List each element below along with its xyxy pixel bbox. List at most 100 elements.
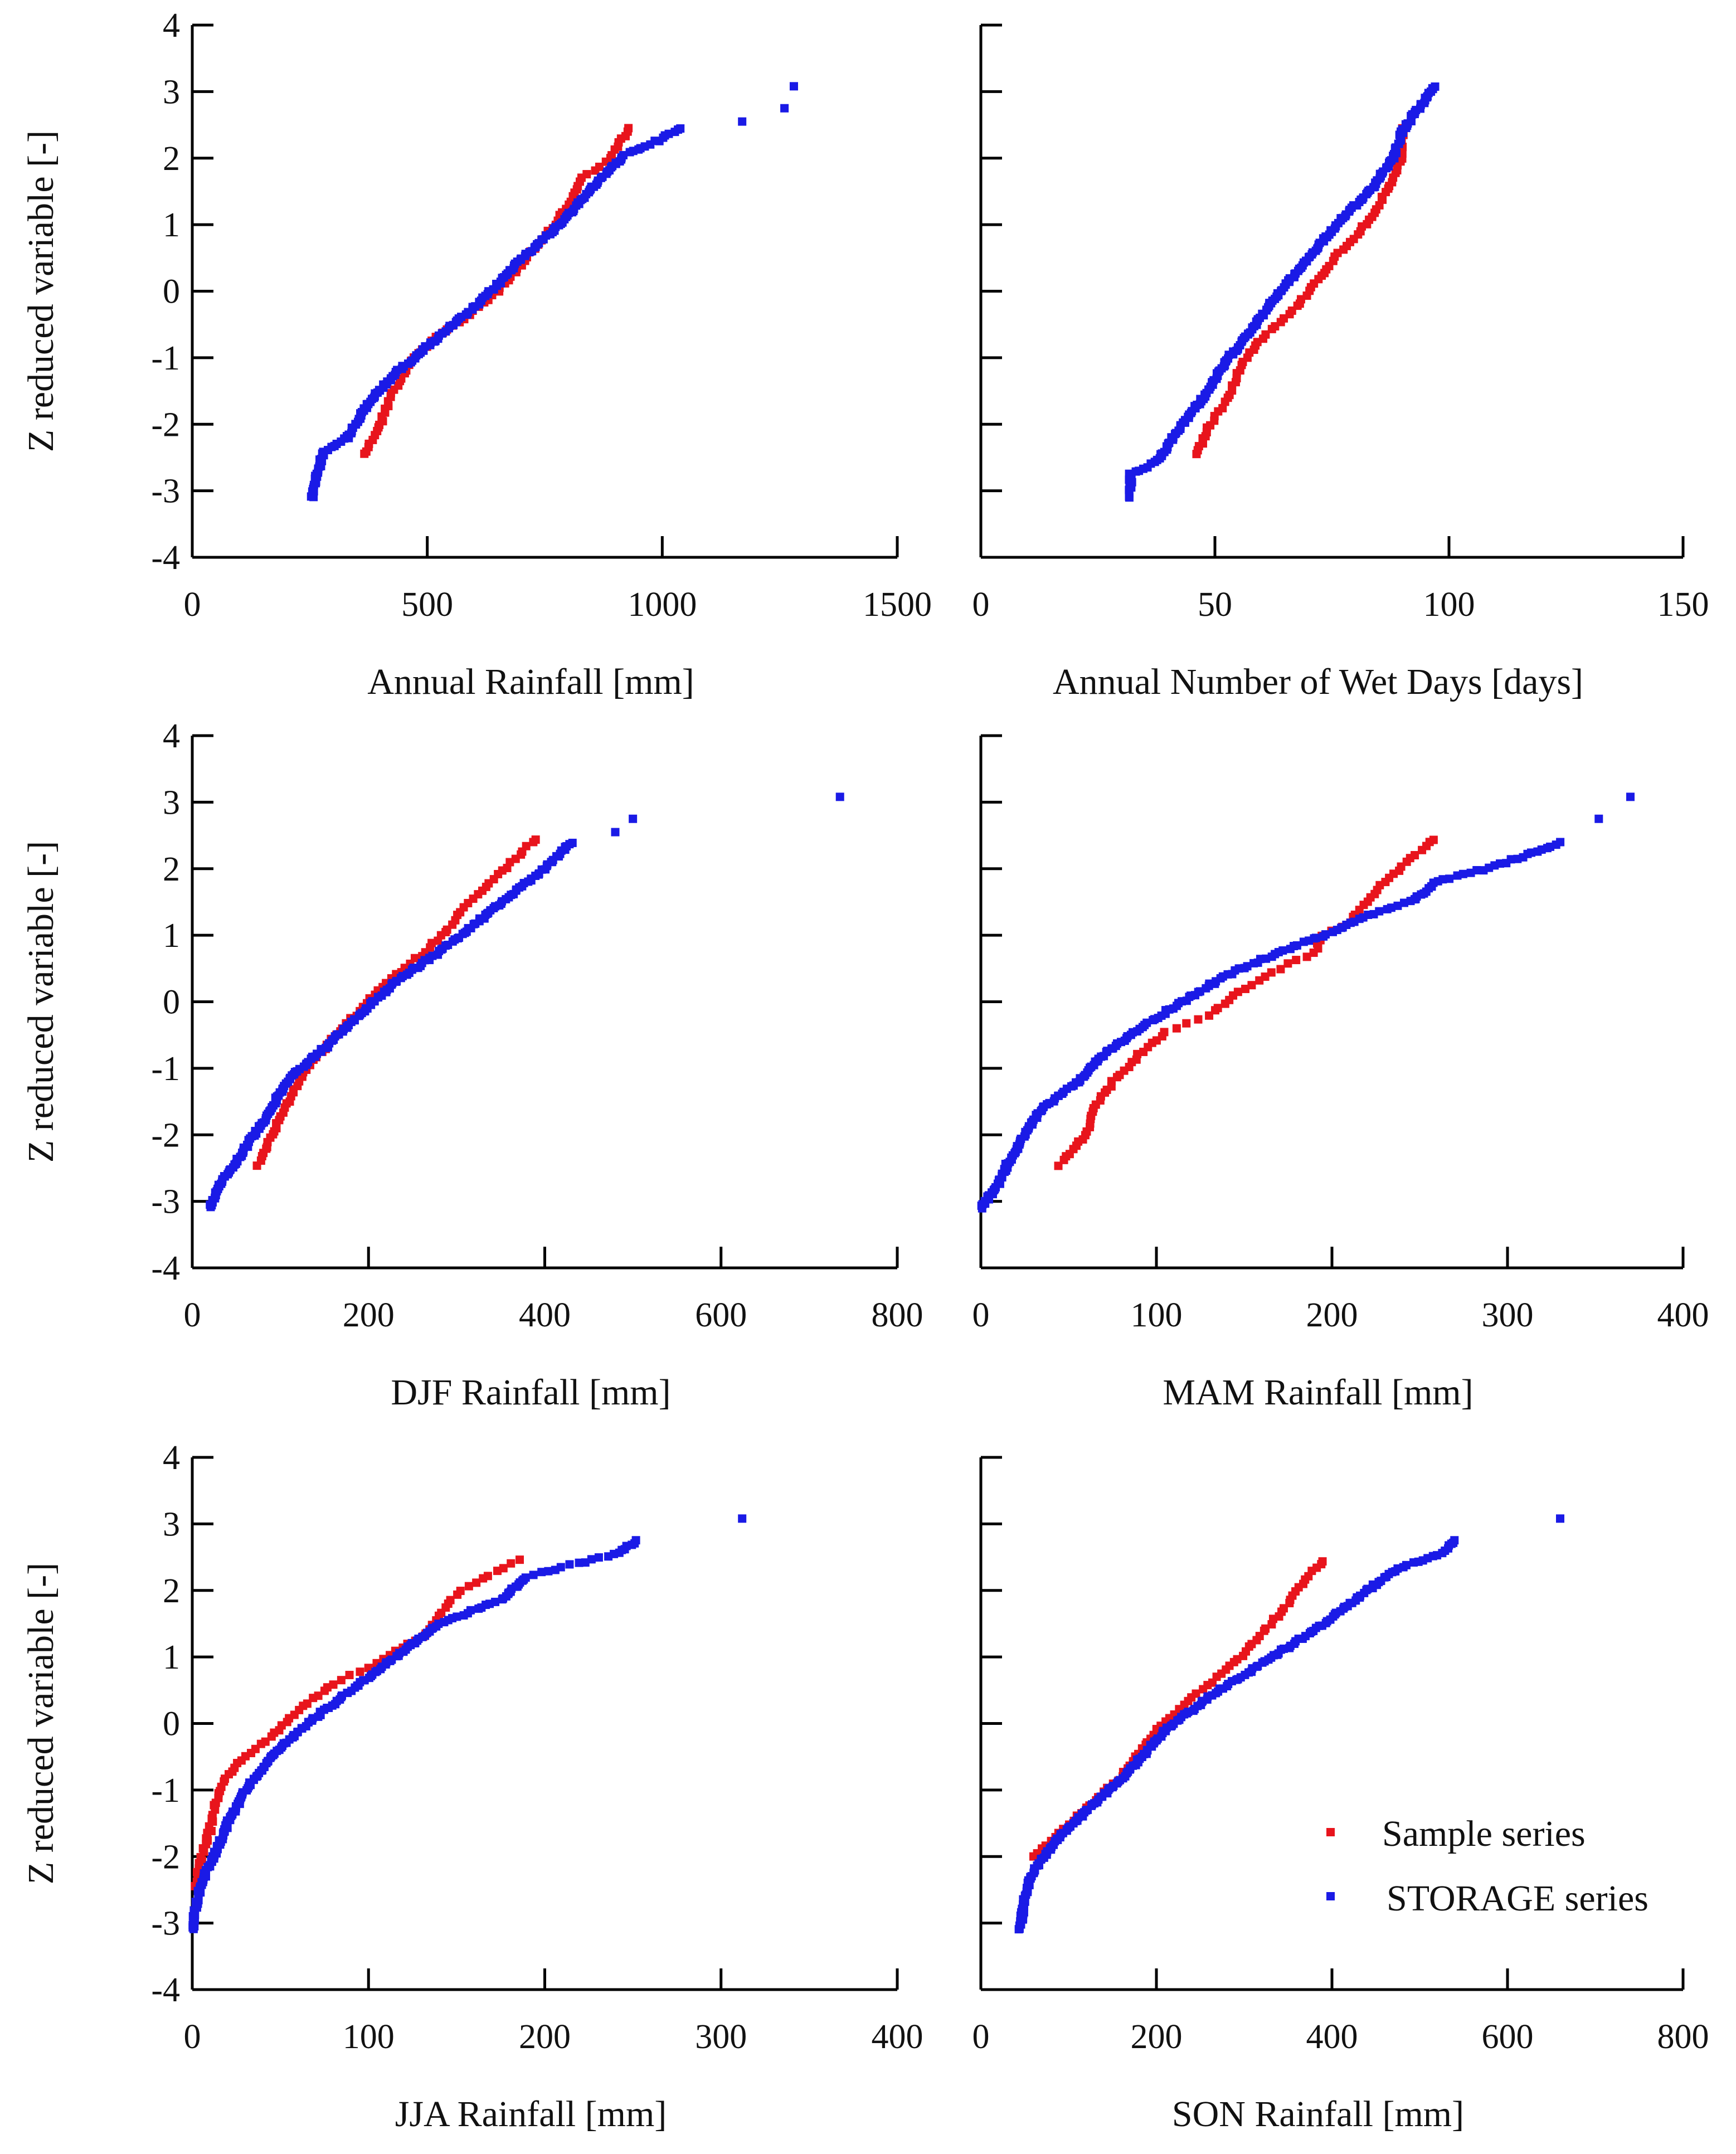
y-tick-label: -3	[151, 473, 180, 510]
x-tick-label: 800	[1657, 2018, 1709, 2056]
y-tick-label: -4	[151, 1249, 180, 1287]
sample-point	[624, 124, 633, 133]
y-tick-label: 1	[163, 917, 180, 955]
sample-point	[1241, 984, 1250, 993]
x-tick-label: 1500	[863, 586, 932, 624]
y-tick-label: 1	[163, 1638, 180, 1676]
storage-point	[529, 1570, 538, 1579]
y-tick-label: -3	[151, 1905, 180, 1943]
storage-point	[594, 1553, 603, 1562]
panel-jja-rainfall: -4 -3 -2 -1 0 1 2 3 4 0 100 200 300 400 JJA Rainfall […	[21, 1439, 923, 2134]
sample-point	[1182, 1019, 1191, 1028]
x-tick-label: 0	[972, 2018, 990, 2056]
x-tick-label: 500	[401, 586, 453, 624]
storage-point	[1527, 848, 1536, 857]
y-tick-label: -2	[151, 1116, 180, 1154]
storage-point	[1594, 814, 1603, 823]
storage-point	[1278, 946, 1287, 955]
storage-series	[1125, 82, 1440, 502]
storage-point	[521, 1573, 530, 1582]
y-tick-label: -3	[151, 1183, 180, 1221]
sample-point	[1192, 1689, 1200, 1698]
sample-point	[1302, 952, 1311, 961]
y-tick-label: -4	[151, 539, 180, 577]
x-tick-label: 150	[1657, 586, 1709, 624]
sample-point	[1218, 403, 1227, 412]
storage-series	[1014, 1514, 1564, 1934]
storage-point	[631, 1536, 640, 1545]
storage-point	[1450, 1536, 1459, 1545]
x-tick-label: 400	[1306, 2018, 1358, 2056]
x-tick-label: 0	[184, 2018, 201, 2056]
storage-point	[537, 1568, 546, 1577]
x-axis-title: DJF Rainfall [mm]	[391, 1372, 670, 1413]
storage-series	[307, 82, 798, 502]
sample-point	[1318, 1557, 1327, 1566]
sample-point	[1160, 1028, 1169, 1037]
storage-point	[1402, 1560, 1411, 1569]
sample-point	[522, 842, 531, 850]
y-tick-label: 3	[163, 73, 180, 111]
storage-point	[1387, 903, 1395, 912]
sample-point	[1411, 850, 1419, 859]
y-tick-label: 0	[163, 1705, 180, 1743]
legend: Sample series STORAGE series	[1326, 1813, 1649, 1919]
storage-point	[568, 838, 577, 847]
y-tick-label: -1	[151, 1050, 180, 1088]
x-tick-label: 0	[184, 1296, 201, 1334]
storage-point	[676, 124, 685, 133]
y-tick-label: -4	[151, 1971, 180, 2009]
sample-point	[507, 1559, 516, 1568]
x-axis-title: SON Rainfall [mm]	[1172, 2094, 1464, 2134]
x-tick-label: 600	[1482, 2018, 1534, 2056]
y-tick-label: -2	[151, 406, 180, 444]
y-tick-label: 4	[163, 1439, 180, 1477]
sample-point	[337, 1676, 346, 1685]
sample-point	[1429, 835, 1438, 844]
y-tick-label: 2	[163, 1572, 180, 1610]
x-tick-label: 0	[972, 586, 990, 624]
storage-point	[611, 828, 620, 837]
sample-series	[252, 835, 540, 1170]
y-tick-label: -1	[151, 1772, 180, 1810]
sample-point	[1267, 968, 1276, 977]
y-tick-label: 4	[163, 7, 180, 45]
y-tick-label: 3	[163, 1505, 180, 1543]
storage-point	[1321, 930, 1330, 939]
x-tick-label: 800	[872, 1296, 923, 1334]
x-tick-label: 1000	[628, 586, 697, 624]
storage-point	[1556, 1514, 1564, 1523]
sample-point	[446, 1596, 455, 1604]
sample-series	[1192, 124, 1408, 459]
sample-point	[582, 170, 591, 179]
panel-djf-rainfall: -4 -3 -2 -1 0 1 2 3 4 0 200 400 600 800 DJF Rainfall […	[21, 717, 923, 1413]
sample-point	[1172, 1024, 1181, 1033]
x-tick-label: 100	[1131, 1296, 1183, 1334]
x-tick-label: 200	[519, 2018, 571, 2056]
x-axis-title: JJA Rainfall [mm]	[395, 2094, 667, 2134]
y-tick-label: 2	[163, 850, 180, 888]
x-tick-label: 50	[1198, 586, 1232, 624]
storage-point	[1375, 907, 1384, 916]
storage-point	[1556, 838, 1565, 847]
sample-point	[1261, 1624, 1270, 1633]
storage-point	[738, 117, 747, 126]
y-tick-label: 2	[163, 140, 180, 178]
sample-point	[456, 1587, 465, 1596]
x-tick-label: 0	[972, 1296, 990, 1334]
y-tick-label: 0	[163, 273, 180, 311]
x-tick-label: 400	[519, 1296, 571, 1334]
storage-point	[587, 1555, 596, 1564]
panel-annual-wet-days: 0 50 100 150 Annual Number of Wet Days [days…	[972, 23, 1709, 702]
sample-point	[483, 1572, 492, 1581]
sample-point	[410, 954, 419, 962]
storage-point	[1472, 866, 1481, 874]
sample-point	[472, 1578, 481, 1587]
storage-point	[835, 792, 844, 801]
storage-point	[1445, 874, 1454, 883]
storage-series	[977, 792, 1635, 1213]
storage-point	[1438, 875, 1447, 884]
y-axis-title: Z reduced variable [-]	[21, 1563, 61, 1884]
storage-point	[1292, 941, 1301, 950]
sample-point	[329, 1680, 338, 1689]
